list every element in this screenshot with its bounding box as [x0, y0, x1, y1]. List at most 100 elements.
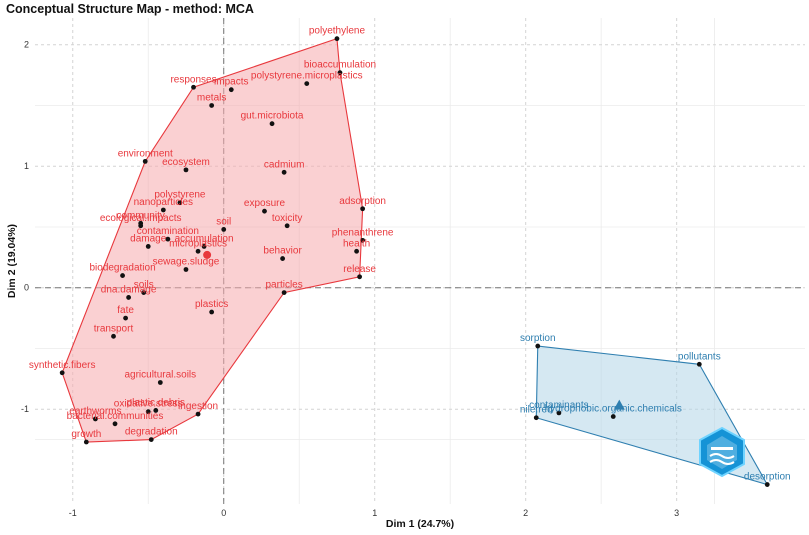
point-label: microplastics: [169, 238, 227, 249]
y-axis-title: Dim 2 (19.04%): [6, 224, 18, 298]
watermark-logo-icon: [699, 426, 745, 478]
point-label: pollutants: [678, 351, 721, 362]
point-label: gut.microbiota: [241, 111, 304, 122]
data-point: [153, 408, 159, 413]
point-label: metals: [197, 92, 226, 103]
data-point: [696, 361, 702, 367]
data-point: [183, 167, 189, 173]
data-point: [145, 409, 151, 415]
point-label: contaminants: [529, 400, 588, 411]
point-label: impacts: [214, 77, 248, 88]
point-label: nile.red: [520, 405, 553, 416]
point-label: polystyrene: [154, 190, 206, 201]
chart-title: Conceptual Structure Map - method: MCA: [6, 2, 254, 16]
y-tick-label: 2: [24, 40, 29, 50]
data-point: [126, 295, 132, 300]
y-tick-label: 0: [24, 283, 29, 293]
data-point: [123, 315, 128, 321]
data-point: [141, 290, 147, 295]
point-label: polyethylene: [309, 26, 366, 37]
x-axis-title: Dim 1 (24.7%): [386, 518, 454, 530]
point-label: bacterial.communities: [67, 411, 164, 422]
point-label: oxidative.stress: [114, 399, 183, 410]
point-label: cadmium: [264, 159, 305, 170]
x-tick-label: 2: [523, 508, 528, 518]
point-label: nanoparticles: [134, 197, 193, 208]
x-tick-label: 0: [221, 508, 226, 518]
point-label: sewage.sludge: [153, 257, 220, 268]
data-point: [535, 343, 541, 349]
data-point: [195, 248, 201, 254]
x-tick-label: 1: [372, 508, 377, 518]
point-labels: polyethylene bioaccumulationpolystyrene.m…: [29, 26, 791, 483]
point-label: transport: [94, 323, 134, 334]
point-label: ecological.impacts: [100, 213, 182, 224]
point-label: health: [343, 238, 370, 249]
data-point: [228, 87, 234, 93]
point-label: accumulation: [175, 233, 234, 244]
data-point: [112, 421, 118, 427]
data-point: [183, 267, 189, 272]
point-label: ingestion: [178, 401, 218, 412]
data-point: [360, 237, 366, 243]
y-tick-label: 1: [24, 161, 29, 171]
point-label: exposure: [244, 198, 286, 209]
data-point: [148, 437, 154, 443]
data-point: [281, 169, 287, 175]
point-label: earthworms: [69, 406, 121, 417]
data-point: [92, 416, 98, 422]
data-point: [138, 223, 144, 229]
point-label: ecosystem: [162, 157, 210, 168]
y-tick-label: -1: [21, 404, 29, 414]
data-point: [304, 81, 310, 87]
data-point: [120, 273, 125, 278]
point-label: fate: [117, 305, 134, 316]
point-label: community: [117, 210, 165, 221]
point-label: growth: [71, 429, 101, 440]
data-point: [165, 236, 171, 242]
data-point: [83, 439, 89, 445]
point-label: behavior: [263, 246, 302, 257]
data-point: [201, 244, 207, 249]
point-label: polystyrene.microplastics: [251, 71, 363, 82]
data-point: [764, 482, 770, 487]
data-point: [334, 36, 340, 42]
cluster-centroid-1: [203, 250, 212, 259]
data-point: [111, 333, 116, 339]
data-point: [354, 248, 359, 254]
point-label: phenanthrene: [332, 227, 394, 238]
point-label: environment: [118, 148, 173, 159]
point-label: biodegradation: [89, 263, 155, 274]
point-label: degradation: [125, 427, 178, 438]
cluster-centroid-2: [613, 399, 625, 410]
point-label: responses: [170, 74, 216, 85]
data-point: [195, 411, 201, 417]
point-label: plastics: [195, 299, 228, 310]
point-label: damage: [130, 233, 167, 244]
cluster-hull-1: [61, 37, 364, 443]
data-point: [360, 206, 366, 212]
data-point: [556, 410, 562, 416]
data-point: [357, 274, 363, 280]
tick-labels: -1 0 1 2 3 -1 0 1 2: [21, 40, 679, 518]
point-label: soil: [216, 216, 231, 227]
point-label: toxicity: [272, 213, 303, 224]
point-label: particles: [265, 280, 302, 291]
data-point: [337, 70, 343, 76]
data-point: [269, 121, 275, 127]
point-label: desorption: [744, 472, 791, 483]
data-points: [59, 36, 770, 487]
x-tick-label: -1: [69, 508, 77, 518]
point-label: contamination: [137, 226, 199, 237]
point-label: sorption: [520, 333, 556, 344]
data-point: [209, 309, 215, 315]
data-point: [145, 244, 151, 249]
data-point: [262, 208, 267, 214]
point-label: release: [343, 264, 376, 275]
data-point: [177, 200, 183, 206]
data-point: [157, 380, 163, 385]
data-point: [142, 158, 148, 164]
point-label: adsorption: [339, 196, 386, 207]
data-point: [209, 103, 215, 108]
